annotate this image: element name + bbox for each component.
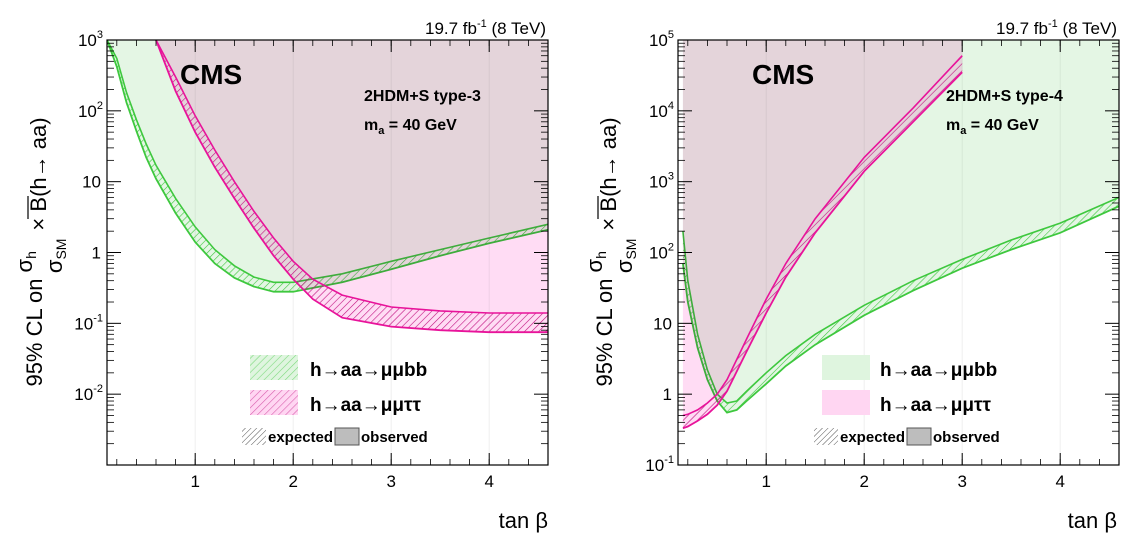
x-tick-label: 3 [386,472,395,491]
legend-label-tautau: h→aa→μμττ [880,395,991,416]
expected-observed-band-bb [682,197,1119,413]
luminosity-label: 19.7 fb-1 (8 TeV) [996,18,1117,38]
y-tick-label: 10-2 [74,383,103,404]
x-tick-label: 2 [288,472,297,491]
y-tick-label: 102 [78,100,103,121]
y-axis-title: 95% CL onσhσSM× B(h→ aa) [582,117,639,386]
mass-label: ma = 40 GeV [364,117,457,137]
y-tick-label: 10-1 [74,312,103,333]
observed-limit-line-tautau [682,71,963,430]
legend-label-expected: expected [840,429,905,446]
y-tick-label: 10-1 [645,454,674,475]
model-label: 2HDM+S type-3 [364,88,481,105]
y-tick-label: 105 [649,29,674,50]
axis-ticks: 1 2 3 4 10-2 10-1 1 10 102 103 [74,29,549,491]
panel-type-4: 1 2 3 4 10-1 1 10 102 103 104 105 19.7 fb-1 (8 TeV… [582,18,1120,533]
legend-label-bb: h→aa→μμbb [310,360,427,381]
legend-label-observed: observed [361,429,428,446]
cms-label: CMS [752,59,814,90]
axis-ticks: 1 2 3 4 10-1 1 10 102 103 104 105 [645,29,1120,491]
x-axis-title: tan β [499,508,548,533]
mass-label: ma = 40 GeV [946,117,1039,137]
y-tick-label: 10 [82,173,101,192]
y-tick-label: 102 [649,242,674,263]
y-tick-label: 1 [92,244,101,263]
cms-label: CMS [180,59,242,90]
legend-swatch-expected [242,428,266,445]
y-tick-label: 103 [78,29,103,50]
y-axis-title: 95% CL onσhσSM× B(h→ aa) [12,117,69,386]
legend-swatch-tautau [822,390,870,415]
svg-text:95% CL onσhσSM× B(h→ aa): 95% CL onσhσSM× B(h→ aa) [12,117,69,386]
legend-label-bb: h→aa→μμbb [880,360,997,381]
x-tick-label: 4 [484,472,493,491]
expected-observed-band-tautau [682,55,963,429]
plot-area [682,40,1119,465]
legend-label-observed: observed [933,429,1000,446]
expected-observed-band-tautau [156,40,548,333]
legend: h→aa→μμbb h→aa→μμττ expected observed [242,355,428,446]
legend-label-expected: expected [268,429,333,446]
y-tick-label: 1 [663,385,672,404]
model-label: 2HDM+S type-4 [946,88,1063,105]
legend-swatch-bb [822,355,870,380]
y-tick-label: 104 [649,100,674,121]
excluded-region-tautau [156,40,548,333]
legend-label-tautau: h→aa→μμττ [310,395,421,416]
x-tick-label: 1 [190,472,199,491]
x-tick-label: 4 [1055,472,1064,491]
y-tick-label: 10 [653,314,672,333]
legend-swatch-expected [814,428,838,445]
luminosity-label: 19.7 fb-1 (8 TeV) [425,18,546,38]
observed-limit-line-tautau [155,40,548,334]
legend-swatch-observed [906,427,932,446]
x-tick-label: 2 [859,472,868,491]
x-axis-title: tan β [1068,508,1117,533]
y-tick-label: 103 [649,171,674,192]
expected-limit-line-tautau [682,55,963,417]
x-tick-label: 3 [957,472,966,491]
svg-text:95% CL onσhσSM× B(h→ aa): 95% CL onσhσSM× B(h→ aa) [582,117,639,386]
expected-limit-line-tautau [155,40,548,314]
x-tick-label: 1 [761,472,770,491]
legend-swatch-observed [334,427,360,446]
plot-area [107,40,548,465]
legend: h→aa→μμbb h→aa→μμττ expected observed [814,355,1000,446]
